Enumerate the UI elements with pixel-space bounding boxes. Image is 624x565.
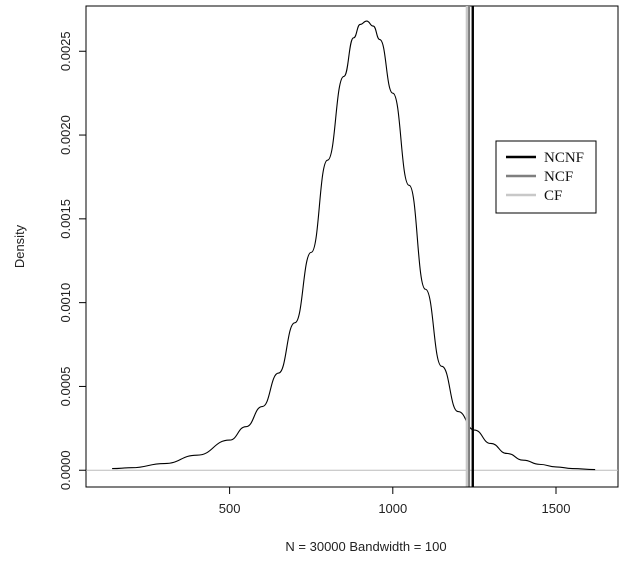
x-tick-label: 500 xyxy=(219,501,241,516)
x-tick-label: 1500 xyxy=(542,501,571,516)
legend: NCNF NCF CF xyxy=(495,140,597,214)
plot-frame xyxy=(85,5,619,488)
y-tick-label: 0.0005 xyxy=(58,367,73,407)
y-tick-label: 0.0015 xyxy=(58,199,73,239)
legend-label-ncnf: NCNF xyxy=(544,150,584,166)
legend-label-ncf: NCF xyxy=(544,169,573,185)
plot-frame-group xyxy=(85,5,619,488)
y-tick-label: 0.0020 xyxy=(58,115,73,155)
legend-label-cf: CF xyxy=(544,188,562,204)
x-axis-label: N = 30000 Bandwidth = 100 xyxy=(285,539,446,554)
y-tick-label: 0.0025 xyxy=(58,31,73,71)
x-tick-label: 1000 xyxy=(378,501,407,516)
vertical-lines-group xyxy=(465,6,474,487)
y-tick-label: 0.0010 xyxy=(58,283,73,323)
axes-group: 500 1000 1500 0.0000 0.0005 0.0010 0.0015 0.002… xyxy=(58,31,570,516)
density-curve xyxy=(112,20,596,471)
y-tick-label: 0.0000 xyxy=(58,450,73,490)
density-curve-group xyxy=(112,20,596,471)
y-axis-label: Density xyxy=(12,224,27,268)
